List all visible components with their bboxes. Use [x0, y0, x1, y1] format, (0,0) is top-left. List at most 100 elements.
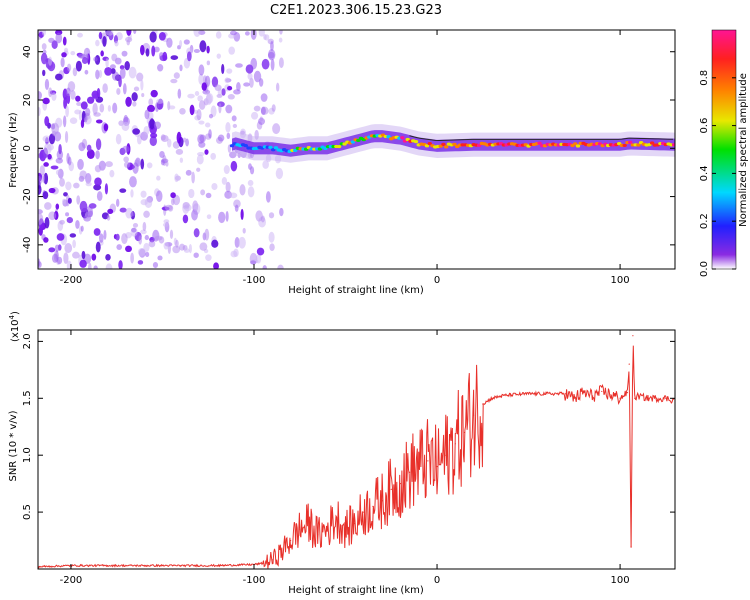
spectrogram-noise-cell — [131, 227, 137, 233]
spectrogram-noise-cell — [143, 210, 150, 218]
spectrogram-noise-cell — [48, 133, 56, 145]
spectrogram-noise-cell — [75, 60, 82, 72]
spectrogram-noise-cell — [102, 83, 108, 94]
spectrogram-noise-cell — [211, 76, 219, 88]
spectrogram-ridge-cell — [649, 141, 655, 145]
spectrogram-noise-cell — [115, 198, 120, 207]
spectrogram-noise-cell — [84, 108, 91, 117]
spectrogram-noise-cell — [255, 210, 263, 222]
spectrogram-noise-cell — [95, 241, 101, 253]
spectrogram-noise-cell — [275, 167, 284, 180]
spectrogram-panel: -200 -100 0 100 40 20 0 -20 -40 Height of straig… — [8, 29, 676, 296]
spectrogram-noise-cell — [128, 66, 137, 79]
snr-x-tick-label: 100 — [611, 575, 630, 586]
spectrogram-noise-cell — [189, 104, 195, 116]
spectrogram-noise-cell — [94, 165, 102, 173]
snr-point — [454, 443, 456, 445]
spectrogram-ridge-cell — [229, 144, 235, 148]
spectrogram-ridge-cell — [386, 135, 391, 139]
spectrogram-noise-cell — [247, 186, 255, 198]
spectrogram-noise-cell — [197, 95, 203, 102]
spectrogram-noise-cell — [65, 87, 71, 97]
spectrogram-noise-cell — [44, 78, 50, 90]
spectrogram-noise-cell — [105, 30, 114, 36]
spectrogram-noise-cell — [102, 36, 107, 47]
spectrogram-noise-cell — [55, 203, 60, 210]
spectrogram-noise-cell — [55, 32, 63, 44]
spectrogram-noise-cell — [56, 233, 65, 241]
spectrogram-noise-cell — [50, 123, 56, 130]
spectrogram-noise-cell — [162, 222, 169, 227]
spectrogram-noise-cell — [41, 30, 47, 36]
spectrogram-noise-cell — [155, 190, 163, 202]
snr-point — [610, 394, 612, 396]
spectrogram-noise-cell — [63, 252, 69, 265]
spectrogram-y-tick-label: 40 — [22, 45, 33, 58]
spectrogram-noise-cell — [42, 69, 46, 77]
snr-point — [445, 454, 447, 456]
spectrogram-frame — [37, 29, 676, 270]
spectrogram-noise-cell — [96, 191, 103, 202]
colorbar-tick-label: 0.0 — [699, 261, 710, 277]
spectrogram-noise-cell — [157, 255, 163, 261]
spectrogram-noise-cell — [182, 202, 190, 214]
snr-point — [546, 393, 548, 395]
snr-point — [344, 528, 347, 530]
snr-x-tick-label: -200 — [60, 575, 83, 586]
spectrogram-noise-cell — [172, 245, 181, 254]
spectrogram-noise-cell — [133, 86, 140, 92]
spectrogram-ridge-cell — [575, 144, 581, 148]
spectrogram-noise-cell — [211, 239, 219, 248]
spectrogram-noise-cell — [72, 67, 78, 77]
spectrogram-noise-cell — [169, 229, 174, 240]
spectrogram-noise-cell — [50, 165, 59, 170]
spectrogram-noise-cell — [125, 96, 132, 107]
spectrogram-noise-cell — [80, 119, 85, 128]
spectrogram-noise-cell — [93, 228, 101, 236]
spectrogram-noise-cell — [208, 113, 214, 119]
snr-point — [491, 397, 493, 399]
spectrogram-noise-cell — [51, 92, 57, 101]
spectrogram-noise-cell — [44, 216, 50, 229]
spectrogram-noise-cell — [150, 89, 158, 98]
spectrogram-noise-cell — [198, 141, 206, 148]
spectrogram-noise-cell — [99, 103, 105, 113]
spectrogram-noise-cell — [91, 90, 99, 99]
spectrogram-noise-cell — [42, 97, 50, 105]
spectrogram-noise-cell — [179, 64, 183, 72]
spectrogram-noise-cell — [196, 154, 204, 165]
spectrogram-noise-cell — [109, 64, 116, 70]
spectrogram-noise-cell — [247, 179, 254, 186]
spectrogram-noise-cell — [132, 162, 139, 174]
spectrogram-noise-cell — [67, 63, 72, 72]
spectrogram-noise-cell — [278, 57, 284, 69]
spectrogram-noise-cell — [105, 254, 111, 261]
spectrogram-ridge-cell — [413, 140, 419, 144]
spectrogram-noise-cell — [122, 145, 130, 153]
spectrogram-noise-cell — [152, 261, 159, 269]
spectrogram-noise-cell — [239, 184, 246, 196]
spectrogram-noise-cell — [84, 69, 89, 75]
spectrogram-noise-cell — [47, 144, 54, 151]
spectrogram-noise-cell — [279, 207, 284, 217]
spectrogram-noise-cell — [263, 34, 267, 41]
spectrogram-noise-cell — [279, 30, 283, 35]
spectrogram-noise-cell — [69, 233, 77, 238]
snr-point — [632, 335, 634, 337]
snr-point — [381, 500, 383, 502]
spectrogram-noise-cell — [79, 259, 87, 268]
spectrogram-ridge-cell — [537, 141, 542, 145]
spectrogram-noise-cell — [217, 134, 225, 142]
spectrogram-noise-cell — [175, 239, 179, 248]
spectrogram-noise-cell — [73, 182, 80, 189]
snr-y-multiplier-base: (x10 — [10, 319, 21, 342]
spectrogram-noise-cell — [125, 36, 133, 43]
spectrogram-noise-cell — [105, 161, 113, 168]
spectrogram-noise-cell — [138, 235, 143, 245]
spectrogram-noise-cell — [170, 198, 175, 206]
spectrogram-ridge-cell — [292, 148, 298, 152]
spectrogram-noise-cell — [196, 108, 202, 121]
spectrogram-ticks: -200 -100 0 100 40 20 0 -20 -40 — [22, 30, 675, 286]
spectrogram-noise-cell — [149, 31, 157, 43]
spectrogram-ridge-cell — [350, 140, 356, 144]
